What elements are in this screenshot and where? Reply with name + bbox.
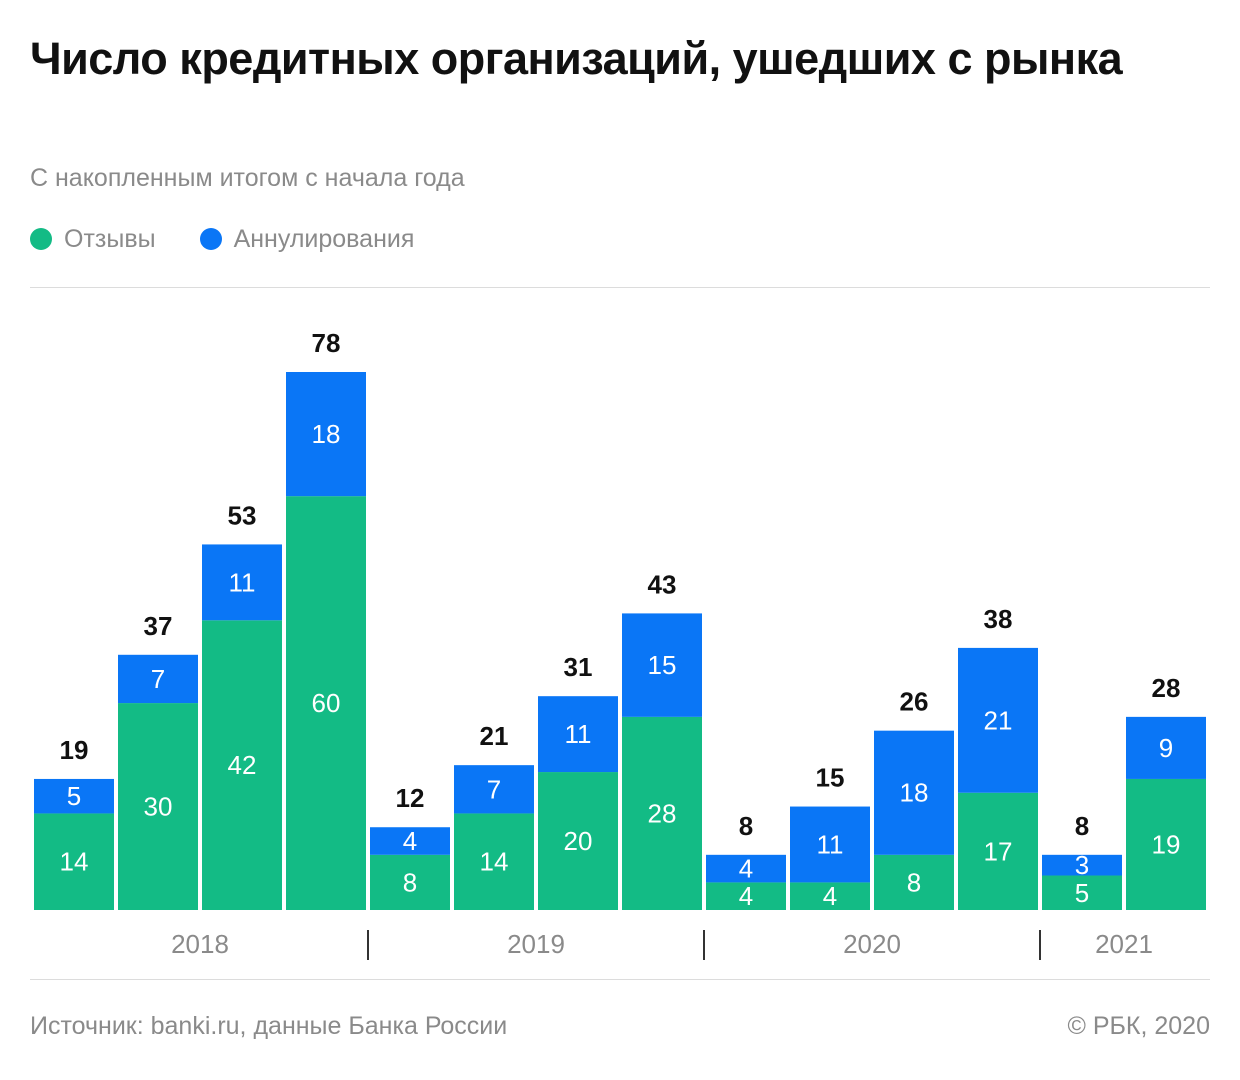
data-label-annulments: 18	[312, 419, 341, 449]
legend-swatch-revocations	[30, 228, 52, 250]
data-label-annulments: 11	[817, 829, 844, 859]
data-label-annulments: 3	[1075, 850, 1089, 880]
bar-segment-revocations	[538, 772, 618, 910]
data-label-annulments: 18	[900, 778, 929, 808]
data-label-revocations: 42	[228, 750, 257, 780]
bar-segment-revocations	[370, 854, 450, 910]
bar-segment-revocations	[874, 854, 954, 910]
bar-segment-annulments	[34, 778, 114, 814]
data-label-revocations: 14	[60, 847, 89, 877]
bar-segment-annulments	[874, 730, 954, 855]
bar-segment-revocations	[34, 813, 114, 910]
bar-segment-annulments	[286, 372, 366, 497]
bar-segment-annulments	[958, 647, 1038, 793]
data-label-revocations: 5	[1075, 878, 1089, 908]
data-label-revocations: 8	[907, 867, 921, 897]
bar-segment-revocations	[706, 882, 786, 910]
data-label-total: 12	[396, 783, 425, 813]
bar-segment-revocations	[286, 496, 366, 910]
bar-segment-revocations	[790, 882, 870, 910]
bar-segment-annulments	[1126, 716, 1206, 779]
data-label-annulments: 4	[739, 854, 753, 884]
data-label-total: 8	[1075, 811, 1089, 841]
bar-segment-revocations	[202, 620, 282, 910]
data-label-annulments: 11	[229, 567, 256, 597]
data-label-total: 53	[228, 500, 257, 530]
data-label-total: 31	[564, 652, 593, 682]
data-label-total: 37	[144, 611, 173, 641]
legend-label-revocations: Отзывы	[64, 224, 156, 253]
bar-segment-revocations	[1126, 778, 1206, 910]
data-label-revocations: 28	[648, 798, 677, 828]
data-label-total: 26	[900, 687, 929, 717]
data-label-revocations: 4	[739, 881, 753, 911]
legend-item-annulments: Аннулирования	[199, 224, 415, 254]
chart-subtitle: С накопленным итогом с начала года	[30, 164, 465, 192]
bottom-divider	[30, 979, 1210, 980]
data-label-total: 8	[739, 811, 753, 841]
bar-segment-revocations	[622, 716, 702, 910]
data-label-revocations: 4	[823, 881, 837, 911]
data-label-annulments: 7	[487, 774, 501, 804]
data-label-revocations: 19	[1152, 829, 1181, 859]
bar-segment-annulments	[538, 696, 618, 773]
bar-segment-annulments	[454, 765, 534, 814]
bar-segment-annulments	[706, 854, 786, 883]
data-label-annulments: 7	[151, 664, 165, 694]
bar-segment-revocations	[958, 792, 1038, 910]
data-label-annulments: 4	[403, 826, 417, 856]
data-label-total: 38	[984, 604, 1013, 634]
bar-segment-annulments	[202, 544, 282, 621]
bar-segment-revocations	[454, 813, 534, 910]
data-label-revocations: 8	[403, 867, 417, 897]
data-label-total: 15	[816, 763, 845, 793]
bar-segment-annulments	[1042, 854, 1122, 876]
x-tick-label-year: 2021	[1095, 929, 1153, 959]
bar-segment-annulments	[790, 806, 870, 883]
data-label-revocations: 30	[144, 792, 173, 822]
legend-label-annulments: Аннулирования	[233, 224, 415, 253]
legend: Отзывы Аннулирования	[30, 224, 458, 254]
x-tick-label-year: 2020	[843, 929, 901, 959]
data-label-annulments: 11	[565, 719, 592, 749]
source-note: Источник: banki.ru, данные Банка России	[30, 1012, 508, 1040]
data-label-revocations: 60	[312, 688, 341, 718]
x-tick-label-year: 2019	[507, 929, 565, 959]
data-label-revocations: 14	[480, 847, 509, 877]
data-label-annulments: 9	[1159, 733, 1173, 763]
top-divider	[30, 287, 1210, 288]
bar-segment-annulments	[118, 654, 198, 704]
data-label-annulments: 15	[648, 650, 677, 680]
data-label-total: 28	[1152, 673, 1181, 703]
bar-segment-revocations	[118, 703, 198, 910]
data-label-total: 43	[648, 569, 677, 599]
chart-title: Число кредитных организаций, ушедших с р…	[30, 33, 1123, 84]
data-label-total: 19	[60, 735, 89, 765]
bar-segment-annulments	[370, 827, 450, 855]
copyright-note: © РБК, 2020	[1067, 1012, 1210, 1040]
bar-segment-revocations	[1042, 875, 1122, 910]
data-label-annulments: 21	[984, 705, 1013, 735]
bar-segment-annulments	[622, 613, 702, 717]
legend-swatch-annulments	[199, 228, 222, 250]
legend-item-revocations: Отзывы	[30, 225, 156, 254]
x-tick-label-year: 2018	[171, 929, 229, 959]
data-label-revocations: 20	[564, 826, 593, 856]
data-label-annulments: 5	[67, 781, 81, 811]
data-label-revocations: 17	[984, 836, 1013, 866]
data-label-total: 78	[312, 328, 341, 358]
data-label-total: 21	[480, 721, 509, 751]
